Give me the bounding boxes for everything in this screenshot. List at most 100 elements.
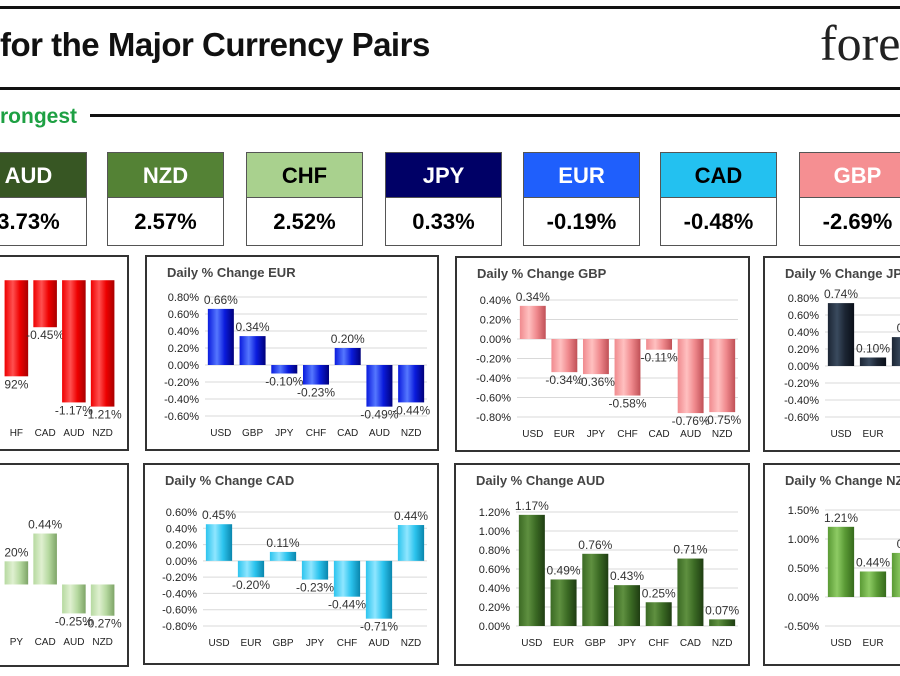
bar-aud — [365, 560, 393, 619]
x-tick-label: NZD — [712, 429, 733, 440]
x-tick-label: EUR — [862, 429, 883, 440]
bar-usd — [827, 303, 855, 366]
bar-eur — [550, 579, 577, 626]
chart-title: Daily % Change JPY — [785, 266, 900, 281]
x-tick-label: CHF — [617, 429, 638, 440]
currency-code: AUD — [0, 153, 86, 198]
currency-code: JPY — [386, 153, 501, 198]
data-label: -0.23% — [296, 581, 334, 595]
bar-eur — [551, 339, 578, 373]
y-tick-label: 0.60% — [479, 564, 510, 576]
chart-panel: Daily % Change AUD 1.20% 1.00% 0.80% 0.60% 0.… — [454, 463, 750, 666]
data-label: -1.17% — [55, 403, 93, 417]
header-rule — [0, 87, 900, 90]
currency-change-value: 0.33% — [412, 209, 475, 234]
x-tick-label: NZD — [712, 638, 733, 649]
chart-panel: Daily % Change EUR 0.80% 0.60% 0.40% 0.20% 0.… — [145, 255, 439, 451]
y-tick-label: 0.00% — [479, 621, 510, 633]
bar-chf — [302, 365, 330, 385]
currency-change-value: -0.19% — [546, 209, 617, 234]
x-tick-label: NZD — [401, 428, 422, 439]
currency-card-chf: CHF 2.52% — [246, 152, 363, 246]
x-tick-label: USD — [521, 638, 542, 649]
y-tick-label: -0.60% — [476, 393, 511, 405]
data-label: -0.44% — [392, 403, 430, 417]
bar-chart: 20% PY 0.44% CAD -0.25% AUD-0.27% NZD — [4, 518, 122, 648]
y-tick-label: -0.20% — [164, 377, 199, 389]
y-tick-label: -0.40% — [784, 395, 819, 407]
data-label: -0.27% — [84, 617, 122, 631]
x-tick-label: GBP — [242, 428, 263, 439]
x-tick-label: GBP — [272, 638, 293, 649]
data-label: 0.45% — [202, 508, 236, 522]
bar-cad — [334, 348, 361, 365]
data-label: 0.20% — [331, 332, 365, 346]
x-tick-label: AUD — [63, 428, 84, 439]
x-tick-label: CAD — [35, 428, 56, 439]
bar-nzd — [90, 584, 115, 616]
y-tick-label: 0.20% — [168, 343, 199, 355]
y-tick-label: 0.50% — [788, 563, 819, 575]
currency-change-value: 3.73% — [0, 209, 60, 234]
data-label: -0.25% — [55, 614, 93, 628]
bar-aud — [62, 584, 86, 614]
x-tick-label: JPY — [306, 638, 325, 649]
y-tick-label: 0.40% — [480, 295, 511, 307]
y-tick-label: 1.20% — [479, 507, 510, 519]
x-tick-label: CAD — [649, 429, 670, 440]
data-label: 0.3 — [897, 321, 900, 335]
x-tick-label: USD — [830, 429, 851, 440]
bar-aud — [366, 365, 393, 407]
bar-gbp — [891, 552, 900, 597]
currency-card-jpy: JPY 0.33% — [385, 152, 502, 246]
x-tick-label: JPY — [587, 429, 606, 440]
currency-code: NZD — [108, 153, 223, 198]
bar-usd — [205, 524, 233, 561]
chart-title: Daily % Change CAD — [165, 473, 295, 488]
y-tick-label: 0.40% — [168, 326, 199, 338]
y-tick-label: -0.20% — [162, 572, 197, 584]
chart-panel: Daily % Change NZ 1.50% 1.00% 0.50% 0.00% -0.… — [763, 463, 900, 666]
y-tick-label: 0.40% — [479, 583, 510, 595]
bar-eur — [859, 571, 887, 597]
x-tick-label: NZD — [401, 638, 422, 649]
y-tick-label: 0.20% — [166, 540, 197, 552]
x-tick-label: CHF — [337, 638, 358, 649]
data-label: 20% — [4, 545, 28, 559]
data-label: 0.44% — [856, 555, 890, 569]
data-label: 0.34% — [236, 320, 270, 334]
x-tick-label: EUR — [862, 638, 883, 649]
bar-jpy — [301, 560, 329, 580]
forexlive-logo: forex — [820, 15, 900, 71]
y-tick-label: 0.00% — [788, 592, 819, 604]
bar-chf — [333, 560, 361, 597]
data-label: 0.71% — [673, 543, 707, 557]
x-tick-label: JPY — [275, 428, 294, 439]
bar-chf — [614, 339, 641, 396]
data-label: -0.34% — [545, 373, 583, 387]
currency-card-nzd: NZD 2.57% — [107, 152, 224, 246]
x-tick-label: CAD — [337, 428, 358, 439]
x-tick-label: CHF — [648, 638, 669, 649]
data-label: 1.17% — [515, 499, 549, 513]
bar-nzd — [90, 280, 115, 407]
y-tick-label: 0.20% — [479, 602, 510, 614]
bar-gbp — [582, 553, 609, 626]
bar-chart: 92% HF -0.45% CAD -1.17% AUD-1.21% NZD — [4, 280, 122, 439]
data-label: 0.25% — [642, 586, 676, 600]
currency-change-value: 2.52% — [273, 209, 336, 234]
chart-title: Daily % Change AUD — [476, 473, 605, 488]
bar-gbp — [891, 337, 900, 366]
x-tick-label: EUR — [240, 638, 261, 649]
data-label: 0.10% — [856, 342, 890, 356]
y-tick-label: 1.00% — [788, 534, 819, 546]
bar-nzd — [397, 525, 425, 561]
bar-gbp — [269, 551, 297, 561]
y-tick-label: -0.40% — [476, 373, 511, 385]
bar-jpy — [613, 585, 641, 626]
x-tick-label: CAD — [680, 638, 701, 649]
y-tick-label: -0.40% — [164, 394, 199, 406]
x-tick-label: HF — [10, 428, 23, 439]
x-tick-label: GBP — [585, 638, 606, 649]
currency-card-cad: CAD -0.48% — [660, 152, 777, 246]
